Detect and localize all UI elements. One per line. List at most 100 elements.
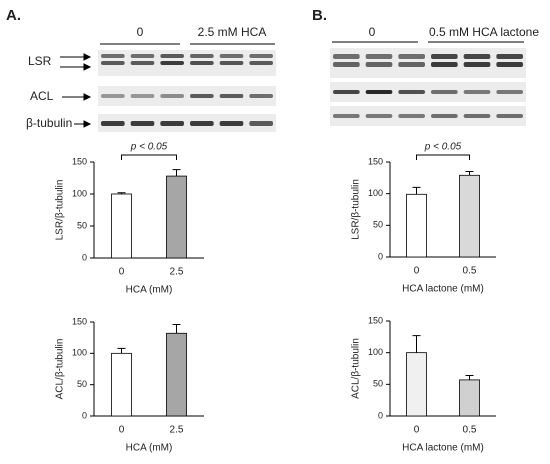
band	[160, 121, 184, 126]
blot	[98, 50, 276, 76]
band	[219, 121, 244, 126]
y-tick-label: 50	[373, 379, 383, 389]
blot	[98, 114, 276, 132]
band	[398, 62, 425, 67]
band	[431, 54, 458, 59]
x-tick-label: 0	[414, 425, 420, 436]
y-tick-label: 100	[368, 347, 383, 357]
blot	[330, 48, 526, 78]
lane-group-label: 0	[369, 25, 376, 39]
band	[463, 62, 491, 67]
x-tick-label: 2.5	[170, 425, 184, 436]
y-tick-label: 100	[72, 188, 87, 198]
band	[463, 90, 491, 94]
x-axis-label: HCA lactone (mM)	[402, 443, 484, 454]
bar	[111, 193, 132, 259]
band	[365, 54, 393, 59]
band	[130, 121, 155, 126]
x-tick-label: 0	[414, 266, 420, 277]
blot	[98, 86, 276, 106]
x-tick-label: 0	[119, 267, 125, 278]
band	[333, 54, 360, 59]
band	[101, 94, 125, 98]
panel-label: B.	[312, 7, 327, 24]
bar	[166, 332, 187, 417]
band	[398, 90, 425, 94]
band	[190, 94, 214, 98]
bar	[459, 379, 480, 417]
arrows	[60, 53, 92, 128]
blot	[330, 82, 526, 102]
band	[431, 62, 458, 67]
band	[219, 94, 244, 98]
band	[431, 114, 458, 118]
x-axis-label: HCA (mM)	[126, 285, 173, 296]
x-tick-label: 0.5	[463, 266, 477, 277]
band	[496, 62, 523, 67]
band	[398, 54, 425, 59]
lane-group-label: 0	[137, 25, 144, 39]
y-tick-label: 0	[378, 251, 383, 261]
y-axis-label: ACL/β-tubulin	[351, 338, 362, 399]
lane-group-label: 0.5 mM HCA lactone	[429, 25, 539, 39]
blot-label: ACL	[30, 89, 54, 103]
x-tick-label: 2.5	[170, 267, 184, 278]
band	[160, 54, 184, 58]
band	[365, 114, 393, 118]
x-tick-label: 0	[119, 425, 125, 436]
band	[190, 61, 214, 65]
band	[130, 54, 155, 58]
y-tick-label: 150	[368, 315, 383, 325]
band	[333, 114, 360, 118]
band	[496, 114, 523, 118]
y-tick-label: 100	[72, 348, 87, 358]
y-tick-label: 50	[77, 220, 87, 230]
band	[463, 54, 491, 59]
x-tick-label: 0.5	[463, 425, 477, 436]
blot	[330, 106, 526, 126]
error-bar	[465, 171, 474, 176]
y-tick-label: 150	[72, 156, 87, 166]
band	[160, 94, 184, 98]
significance-label: p < 0.05	[130, 142, 168, 153]
band	[101, 121, 125, 126]
band	[365, 90, 393, 94]
bar	[406, 352, 427, 417]
lane-group-label: 2.5 mM HCA	[198, 25, 267, 39]
band	[249, 54, 273, 58]
y-tick-label: 50	[373, 220, 383, 230]
y-tick-label: 0	[82, 252, 87, 262]
band	[249, 121, 273, 126]
band	[333, 90, 360, 94]
error-bar	[117, 347, 126, 354]
band	[431, 90, 458, 94]
x-axis-label: HCA (mM)	[126, 443, 173, 454]
band	[160, 61, 184, 65]
band	[130, 61, 155, 65]
y-tick-label: 0	[378, 410, 383, 420]
bar	[166, 175, 187, 259]
band	[463, 114, 491, 118]
band	[333, 62, 360, 67]
error-bar	[117, 192, 126, 194]
bar	[406, 193, 427, 258]
blot-label: β-tubulin	[26, 116, 72, 130]
band	[249, 61, 273, 65]
panel-label: A.	[6, 7, 21, 24]
band	[496, 90, 523, 94]
blot-label: LSR	[28, 54, 52, 68]
y-tick-label: 50	[77, 379, 87, 389]
significance-bracket	[121, 154, 177, 160]
error-bar	[172, 169, 181, 177]
significance-label: p < 0.05	[424, 142, 462, 153]
band	[496, 54, 523, 59]
x-axis-label: HCA lactone (mM)	[402, 284, 484, 295]
band	[219, 61, 244, 65]
bar	[459, 174, 480, 258]
band	[130, 94, 155, 98]
y-tick-label: 150	[368, 156, 383, 166]
band	[101, 61, 125, 65]
y-tick-label: 150	[72, 316, 87, 326]
